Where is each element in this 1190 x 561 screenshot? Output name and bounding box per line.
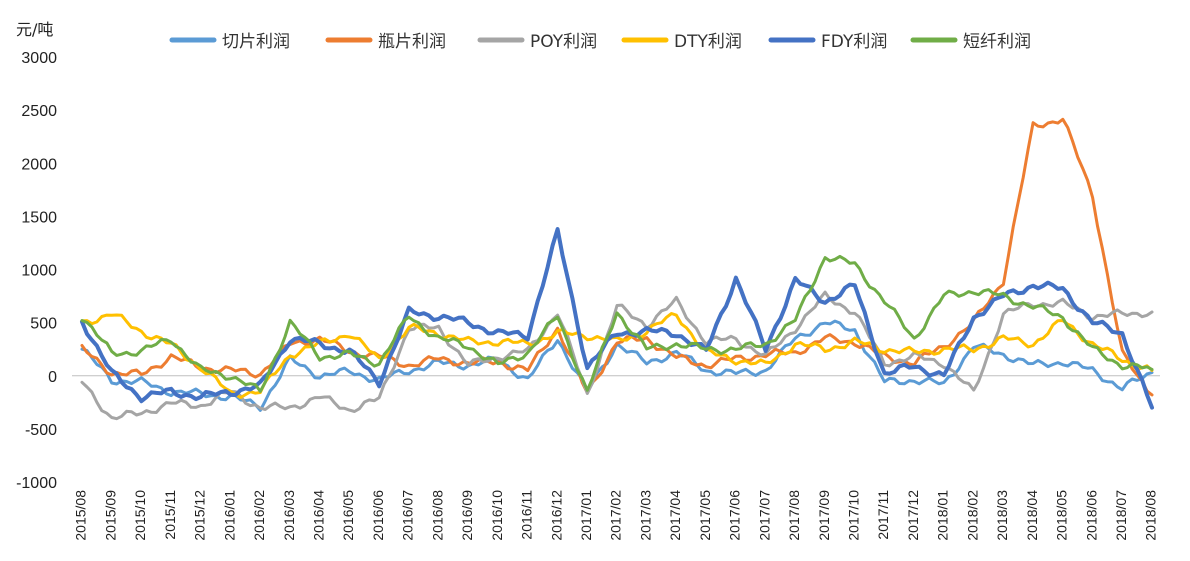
- x-tick-label: 2017/05: [697, 490, 713, 541]
- legend-label: 切片利润: [222, 32, 290, 52]
- series-line: [80, 117, 1154, 397]
- x-tick-label: 2015/10: [132, 490, 148, 541]
- x-tick-label: 2016/06: [370, 490, 386, 541]
- y-tick-label: 1500: [21, 209, 57, 226]
- x-tick-label: 2017/04: [667, 490, 683, 541]
- y-tick-label: 2500: [21, 103, 57, 120]
- x-tick-label: 2015/12: [192, 490, 208, 541]
- x-tick-label: 2016/11: [519, 490, 535, 540]
- series-lines: [80, 117, 1154, 421]
- y-tick-label: 2000: [21, 156, 57, 173]
- x-tick-label: 2017/03: [637, 490, 653, 541]
- x-tick-label: 2017/12: [905, 490, 921, 541]
- y-tick-label: -500: [25, 422, 57, 439]
- x-tick-label: 2016/12: [548, 490, 564, 541]
- series-line: [80, 290, 1154, 421]
- legend: 切片利润 瓶片利润 POY利润 DTY利润 FDY利润 短纤利润: [169, 32, 1031, 52]
- x-tick-label: 2015/11: [162, 490, 178, 540]
- x-tick-label: 2018/05: [1054, 490, 1070, 541]
- y-tick-label: -1000: [16, 475, 57, 492]
- x-tick-label: 2016/01: [221, 490, 237, 541]
- x-tick-label: 2018/08: [1143, 490, 1159, 541]
- y-axis-ticks: 3000 2500 2000 1500 1000 500 0 -500 -1000: [16, 50, 57, 492]
- x-tick-label: 2018/01: [935, 490, 951, 541]
- y-unit-label: 元/吨: [16, 20, 53, 39]
- x-tick-label: 2016/10: [489, 490, 505, 541]
- y-tick-label: 0: [48, 369, 57, 386]
- y-tick-label: 1000: [21, 263, 57, 280]
- series-line: [80, 312, 1154, 400]
- x-tick-label: 2018/03: [994, 490, 1010, 541]
- x-tick-label: 2015/09: [102, 490, 118, 541]
- x-tick-label: 2016/04: [310, 490, 326, 541]
- x-tick-label: 2016/08: [429, 490, 445, 541]
- series-line: [80, 227, 1154, 410]
- x-tick-label: 2016/05: [340, 490, 356, 541]
- x-tick-label: 2016/07: [400, 490, 416, 541]
- legend-label: 瓶片利润: [378, 32, 446, 52]
- x-tick-label: 2017/07: [756, 490, 772, 541]
- x-tick-label: 2017/09: [816, 490, 832, 541]
- legend-label: FDY利润: [821, 32, 887, 52]
- x-tick-label: 2018/02: [964, 490, 980, 541]
- x-tick-label: 2015/08: [73, 490, 89, 541]
- x-tick-label: 2018/07: [1113, 490, 1129, 541]
- x-tick-label: 2018/04: [1024, 490, 1040, 541]
- x-tick-label: 2017/06: [727, 490, 743, 541]
- legend-label: DTY利润: [674, 32, 742, 52]
- x-tick-label: 2016/03: [281, 490, 297, 541]
- series-line: [80, 254, 1154, 393]
- x-tick-label: 2017/01: [578, 490, 594, 541]
- x-tick-label: 2018/06: [1083, 490, 1099, 541]
- x-axis-ticks: 2015/08 2015/09 2015/10 2015/11 2015/12 2016/…: [73, 490, 1159, 541]
- legend-label: 短纤利润: [963, 32, 1031, 52]
- x-tick-label: 2017/08: [786, 490, 802, 541]
- y-tick-label: 500: [30, 316, 57, 333]
- x-tick-label: 2017/02: [608, 490, 624, 541]
- x-tick-label: 2016/02: [251, 490, 267, 541]
- x-tick-label: 2017/11: [875, 490, 891, 540]
- y-tick-label: 3000: [21, 50, 57, 67]
- x-tick-label: 2016/09: [459, 490, 475, 541]
- x-tick-label: 2017/10: [845, 490, 861, 541]
- legend-label: POY利润: [530, 32, 597, 52]
